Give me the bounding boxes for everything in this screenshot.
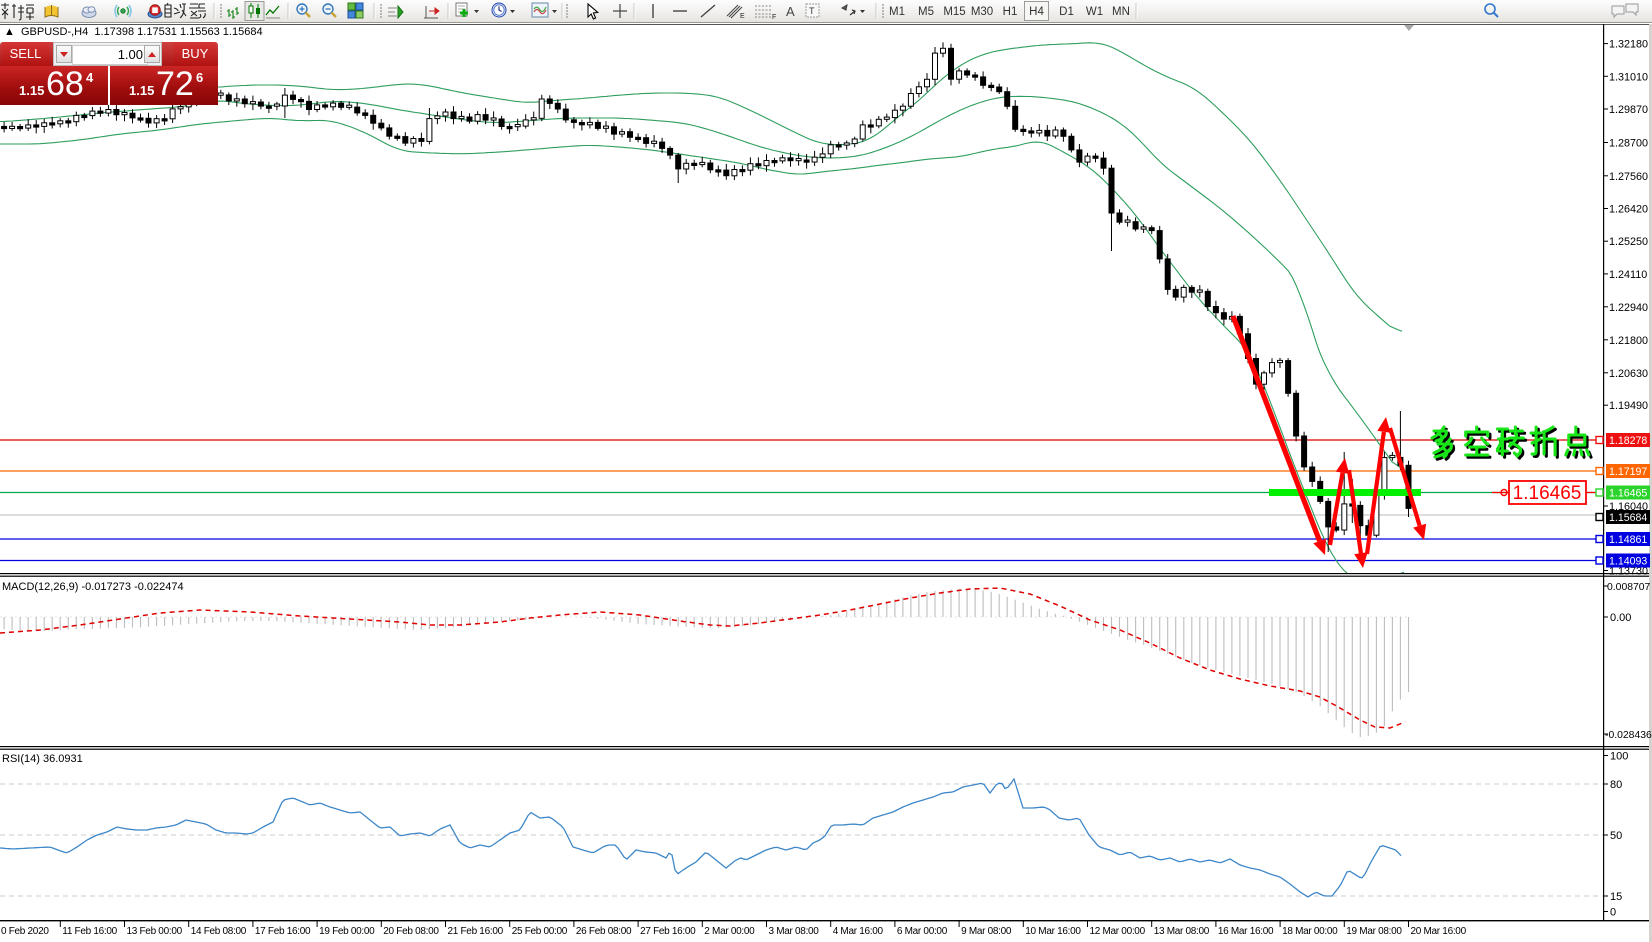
svg-text:25 Feb 00:00: 25 Feb 00:00	[512, 926, 568, 937]
svg-text:MN: MN	[1112, 6, 1130, 18]
svg-text:RSI(14) 36.0931: RSI(14) 36.0931	[2, 753, 83, 765]
svg-text:1.17197: 1.17197	[1609, 466, 1647, 478]
svg-text:2 Mar 00:00: 2 Mar 00:00	[704, 926, 755, 937]
svg-text:20 Feb 08:00: 20 Feb 08:00	[383, 926, 439, 937]
svg-text:19 Feb 00:00: 19 Feb 00:00	[319, 926, 375, 937]
svg-text:M15: M15	[943, 6, 965, 18]
svg-text:20 Mar 16:00: 20 Mar 16:00	[1411, 926, 1467, 937]
svg-text:1.13730: 1.13730	[1609, 566, 1648, 578]
svg-text:1.14093: 1.14093	[1609, 556, 1647, 568]
svg-text:M5: M5	[918, 6, 934, 18]
svg-text:1.31010: 1.31010	[1609, 71, 1648, 83]
svg-text:1.15684: 1.15684	[1609, 512, 1647, 524]
svg-text:MACD(12,26,9) -0.017273 -0.022: MACD(12,26,9) -0.017273 -0.022474	[2, 581, 184, 593]
svg-text:21 Feb 16:00: 21 Feb 16:00	[448, 926, 504, 937]
svg-text:1.24110: 1.24110	[1609, 269, 1647, 281]
svg-text:1.16465: 1.16465	[1609, 488, 1647, 500]
svg-text:4 Mar 16:00: 4 Mar 16:00	[833, 926, 884, 937]
svg-text:19 Mar 08:00: 19 Mar 08:00	[1346, 926, 1402, 937]
svg-text:H4: H4	[1029, 6, 1044, 18]
svg-text:W1: W1	[1086, 6, 1103, 18]
svg-text:H1: H1	[1003, 6, 1018, 18]
svg-text:1.28700: 1.28700	[1609, 138, 1648, 150]
svg-text:1.16465: 1.16465	[1513, 483, 1582, 504]
svg-text:13 Mar 08:00: 13 Mar 08:00	[1154, 926, 1210, 937]
svg-text:F: F	[772, 14, 776, 21]
svg-text:M30: M30	[971, 6, 993, 18]
svg-text:14 Feb 08:00: 14 Feb 08:00	[191, 926, 247, 937]
svg-text:0: 0	[1610, 907, 1616, 919]
svg-text:12 Mar 00:00: 12 Mar 00:00	[1090, 926, 1146, 937]
svg-text:M1: M1	[889, 6, 905, 18]
svg-text:1.20630: 1.20630	[1609, 368, 1648, 380]
svg-text:9 Mar 08:00: 9 Mar 08:00	[961, 926, 1012, 937]
svg-text:13 Feb 00:00: 13 Feb 00:00	[127, 926, 183, 937]
svg-text:80: 80	[1610, 779, 1622, 791]
svg-text:18 Mar 00:00: 18 Mar 00:00	[1282, 926, 1338, 937]
svg-text:1.18278: 1.18278	[1609, 435, 1647, 447]
svg-text:T: T	[809, 6, 815, 16]
svg-text:1.32180: 1.32180	[1609, 39, 1648, 51]
svg-text:A: A	[786, 4, 795, 19]
svg-text:-0.028436: -0.028436	[1605, 730, 1652, 741]
svg-text:10 Mar 16:00: 10 Mar 16:00	[1025, 926, 1081, 937]
svg-text:0 Feb 2020: 0 Feb 2020	[1, 926, 49, 937]
svg-text:50: 50	[1610, 830, 1622, 842]
svg-text:D1: D1	[1059, 6, 1074, 18]
svg-text:E: E	[740, 13, 745, 20]
svg-text:1.27560: 1.27560	[1609, 171, 1648, 183]
svg-text:27 Feb 16:00: 27 Feb 16:00	[640, 926, 696, 937]
svg-text:1.26420: 1.26420	[1609, 204, 1648, 216]
svg-text:16 Mar 16:00: 16 Mar 16:00	[1218, 926, 1274, 937]
svg-text:11 Feb 16:00: 11 Feb 16:00	[62, 926, 117, 937]
svg-text:17 Feb 16:00: 17 Feb 16:00	[255, 926, 311, 937]
svg-text:1.29870: 1.29870	[1609, 104, 1648, 116]
svg-text:15: 15	[1610, 891, 1622, 903]
svg-text:100: 100	[1610, 751, 1628, 763]
svg-text:0.008707: 0.008707	[1607, 582, 1651, 593]
svg-text:3 Mar 08:00: 3 Mar 08:00	[769, 926, 820, 937]
svg-text:1.21800: 1.21800	[1609, 335, 1648, 347]
svg-text:1.25250: 1.25250	[1609, 236, 1648, 248]
svg-text:1.19490: 1.19490	[1609, 400, 1648, 412]
svg-text:0.00: 0.00	[1610, 612, 1631, 624]
svg-text:1.14861: 1.14861	[1609, 534, 1647, 546]
svg-text:6 Mar 00:00: 6 Mar 00:00	[897, 926, 948, 937]
svg-text:1.22940: 1.22940	[1609, 302, 1648, 314]
svg-text:26 Feb 08:00: 26 Feb 08:00	[576, 926, 632, 937]
